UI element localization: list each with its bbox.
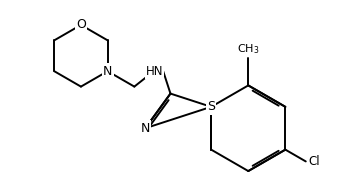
Text: Cl: Cl (308, 155, 320, 168)
Text: N: N (103, 65, 112, 78)
Text: HN: HN (146, 65, 163, 78)
Text: S: S (207, 100, 215, 113)
Text: N: N (141, 122, 150, 135)
Text: CH$_3$: CH$_3$ (237, 42, 260, 56)
Text: O: O (76, 18, 86, 31)
